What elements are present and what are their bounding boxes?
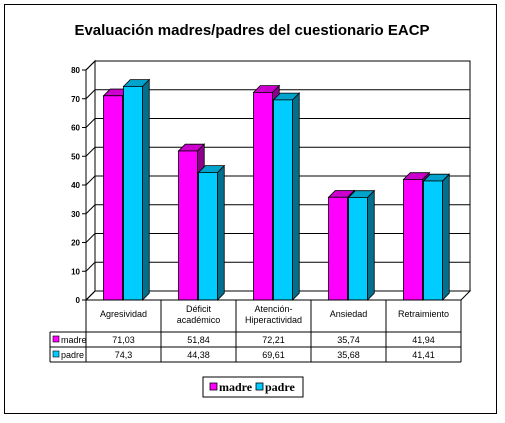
category-label: Retraimiento [398,309,449,319]
table-legend-key [52,350,60,358]
table-series-name: madre [61,335,87,345]
bar-front [348,197,368,301]
bar-padre-3 [347,189,376,301]
gridline-side [85,146,96,157]
bar-front [328,196,348,301]
y-tick-label: 30 [71,210,80,219]
legend-swatch [255,382,264,391]
category-label: Hiperactividad [245,315,302,325]
bar-front [178,150,198,301]
gridline-side [85,118,96,128]
data-label: 35,68 [337,350,360,360]
legend-swatch [209,382,218,391]
y-tick-label: 50 [71,152,80,161]
legend-label: padre [265,380,295,394]
legend: madre padre [202,376,304,398]
bar-front [198,172,218,301]
category-label: Ansiedad [330,309,368,319]
chart-title: Evaluación madres/padres del cuestionari… [74,22,429,39]
data-label: 72,21 [262,335,285,345]
bar-side [142,78,150,301]
bar-padre-0 [122,78,151,301]
bar-front [253,91,273,301]
bar-padre-1 [197,164,226,301]
category-label: Atención- [254,304,292,314]
data-label: 51,84 [187,335,210,345]
plot-area: 0 10 20 30 40 50 60 70 80 [71,59,472,305]
data-label: 41,94 [412,335,435,345]
y-tick-label: 60 [71,124,80,133]
y-tick-label: 40 [71,181,80,190]
gridline-side [85,233,96,243]
data-label: 44,38 [187,350,210,360]
gridline-side [85,290,96,301]
data-label: 35,74 [337,335,360,345]
table-legend-key [52,335,60,343]
bar-front [103,95,123,301]
gridline-side [85,204,96,215]
data-label: 41,41 [412,350,435,360]
category-label: Déficit [186,304,212,314]
bar-side [367,189,375,301]
bar-side [442,173,450,301]
gridline-side [85,175,96,186]
legend-label: madre [219,380,253,394]
bar-padre-4 [422,173,451,301]
gridline-side [85,261,96,272]
y-tick-label: 0 [76,296,81,305]
bar-side [292,92,300,301]
y-tick-label: 10 [71,267,80,276]
legend-box [202,376,304,398]
data-label: 74,3 [115,350,133,360]
bar-side [217,164,225,301]
gridline-side [85,60,96,71]
bar-front [273,99,293,301]
y-tick-label: 70 [71,95,80,104]
data-label: 69,61 [262,350,285,360]
bar-padre-2 [272,92,301,301]
table-series-name: padre [61,350,84,360]
bar-front [403,179,423,301]
y-tick-label: 80 [71,66,80,75]
gridline-side [85,89,96,100]
bar-front [123,85,143,301]
category-label: Agresividad [100,309,147,319]
category-label: académico [177,315,221,325]
data-label: 71,03 [112,335,135,345]
bar-front [423,180,443,301]
y-tick-label: 20 [71,239,80,248]
